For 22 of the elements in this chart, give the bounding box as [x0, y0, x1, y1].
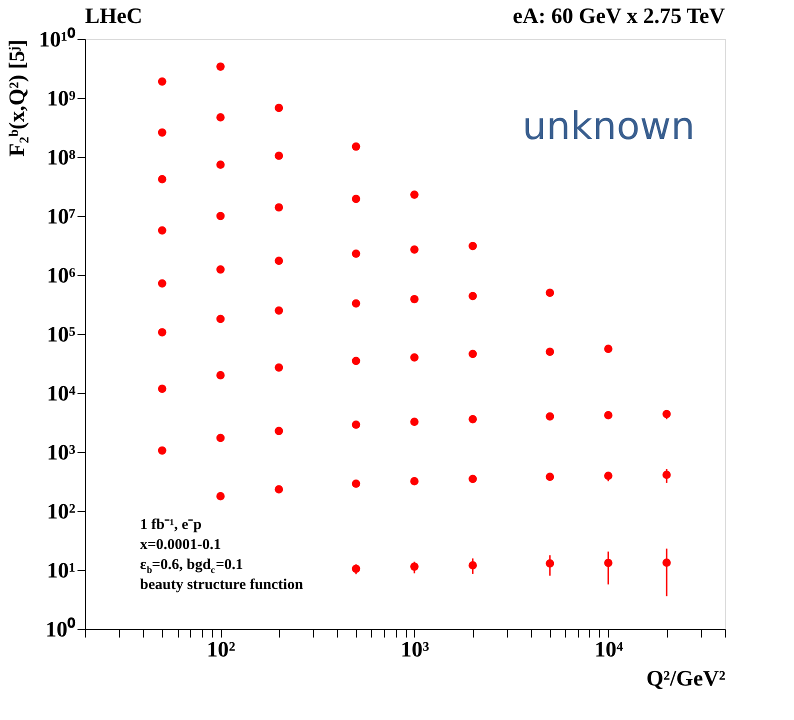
- y-tick-label: 10¹⁰: [38, 26, 76, 52]
- text: LHeC: [85, 3, 142, 28]
- annotation: 1 fb⁻¹, e⁻p: [140, 517, 202, 533]
- annotation: x=0.0001-0.1: [140, 537, 222, 553]
- annotation: beauty structure function: [140, 577, 304, 593]
- y-tick-label: 10⁶: [46, 262, 76, 288]
- y-tick-label: 10⁹: [46, 86, 76, 110]
- x-axis-title: Q²/GeV²: [646, 666, 726, 690]
- x-tick-label: 10³: [400, 636, 430, 662]
- text: eA: 60 GeV x 2.75 TeV: [512, 3, 726, 28]
- y-tick-label: 10⁵: [46, 322, 76, 346]
- y-tick-label: 10⁸: [46, 144, 76, 170]
- y-tick-label: 10⁷: [46, 204, 76, 228]
- y-tick-label: 10⁰: [46, 616, 76, 642]
- y-axis-title: F₂ᵇ(x,Q²) [5ʲ]: [4, 40, 29, 157]
- y-tick-label: 10²: [46, 498, 76, 524]
- x-tick-label: 10²: [206, 636, 236, 662]
- annotation: unknown: [522, 104, 695, 148]
- y-tick-label: 10³: [46, 440, 76, 464]
- y-tick-label: 10¹: [46, 558, 76, 582]
- y-tick-label: 10⁴: [46, 380, 76, 406]
- x-tick-label: 10⁴: [594, 636, 624, 662]
